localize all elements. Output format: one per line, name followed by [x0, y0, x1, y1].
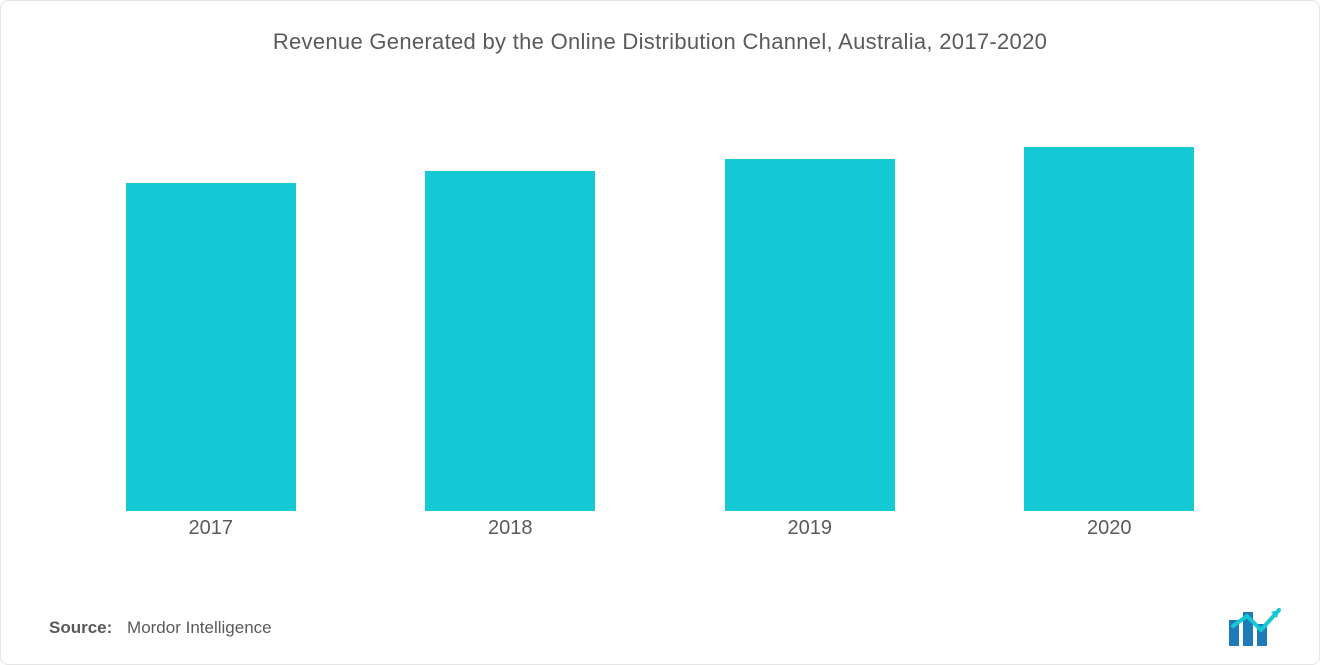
brand-logo	[1227, 606, 1287, 646]
bar-2018	[425, 171, 595, 511]
x-label: 2017	[61, 517, 361, 540]
chart-area: 2017 2018 2019 2020	[61, 111, 1259, 551]
x-axis-labels: 2017 2018 2019 2020	[61, 517, 1259, 551]
chart-title: Revenue Generated by the Online Distribu…	[1, 1, 1319, 55]
x-label: 2018	[361, 517, 661, 540]
x-label: 2020	[960, 517, 1260, 540]
bar-2017	[126, 183, 296, 511]
x-label: 2019	[660, 517, 960, 540]
bar-2020	[1024, 147, 1194, 511]
bar-slot	[361, 111, 661, 511]
bar-slot	[660, 111, 960, 511]
source-label: Source:	[49, 618, 112, 637]
bar-slot	[960, 111, 1260, 511]
source-name: Mordor Intelligence	[127, 618, 272, 637]
bar-container	[61, 111, 1259, 511]
source-line: Source: Mordor Intelligence	[49, 618, 272, 638]
bar-slot	[61, 111, 361, 511]
bar-2019	[725, 159, 895, 511]
